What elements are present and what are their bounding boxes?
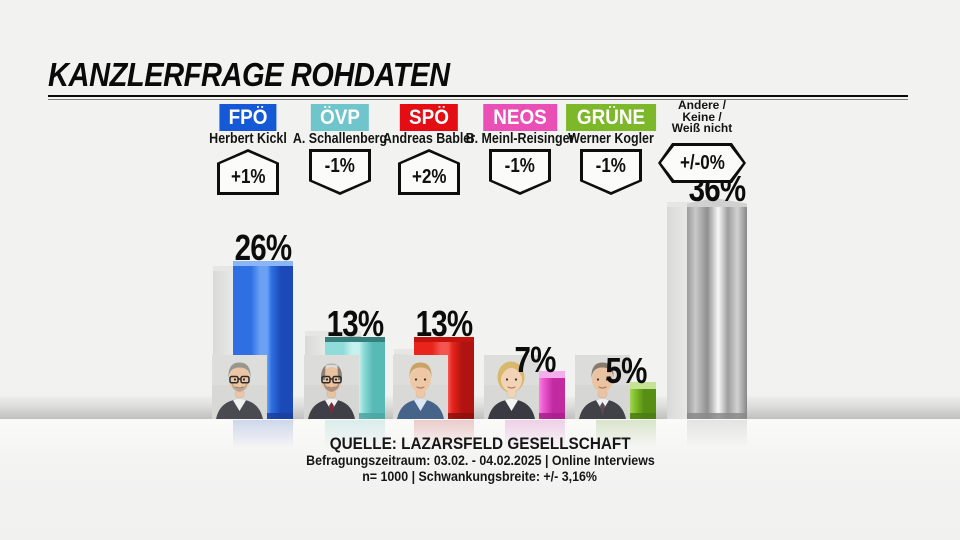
value-bar (687, 198, 747, 419)
change-badge: +/-0% (658, 143, 746, 183)
candidate-name: Werner Kogler (568, 131, 654, 147)
value-label: 13% (326, 303, 384, 344)
change-value: -1% (324, 155, 356, 177)
source-line: QUELLE: LAZARSFELD GESELLSCHAFT (329, 434, 631, 453)
candidate-name: Herbert Kickl (209, 131, 287, 147)
change-value: +1% (230, 166, 266, 188)
previous-value-bar (667, 202, 723, 419)
sample-size: n= 1000 | Schwankungsbreite: +/- 3,16% (362, 469, 598, 484)
change-value: -1% (595, 155, 627, 177)
party-label: FPÖ (219, 104, 277, 131)
party-label: SPÖ (399, 104, 459, 131)
page-title: KANZLERFRAGE ROHDATEN (48, 56, 450, 93)
party-label-text: FPÖ (228, 106, 268, 129)
candidate-name: A. Schallenberg (292, 131, 388, 147)
change-badge: -1% (309, 149, 371, 195)
change-value: -1% (504, 155, 536, 177)
source-block: QUELLE: LAZARSFELD GESELLSCHAFT Befragun… (0, 434, 960, 485)
party-label-text: SPÖ (409, 106, 449, 129)
party-label: NEOS (483, 104, 557, 131)
party-label-text: GRÜNE (576, 106, 646, 129)
candidate-name: B. Meinl-Reisinger (465, 131, 575, 147)
party-label-text: NEOS (493, 106, 547, 129)
survey-period: Befragungszeitraum: 03.02. - 04.02.2025 … (305, 453, 655, 468)
change-badge: -1% (580, 149, 642, 195)
party-label: GRÜNE (566, 104, 656, 131)
change-badge: +1% (217, 149, 279, 195)
title-underline (48, 95, 908, 97)
floor-shadow-band (0, 396, 960, 419)
change-badge: +2% (398, 149, 460, 195)
party-label: ÖVP (310, 104, 370, 131)
party-label-text: ÖVP (320, 106, 360, 129)
category-header: Andere / Keine / Weiß nicht (671, 98, 733, 135)
change-value: +/-0% (679, 151, 725, 174)
candidate-name: Andreas Babler (382, 131, 476, 147)
value-label: 26% (234, 227, 292, 268)
value-label: 13% (415, 303, 473, 344)
value-label: 7% (514, 339, 556, 380)
value-label: 5% (605, 350, 647, 391)
change-value: +2% (411, 166, 447, 188)
change-badge: -1% (489, 149, 551, 195)
floor (0, 419, 960, 540)
value-label: 36% (688, 168, 746, 209)
title-underline-shadow (48, 99, 908, 100)
